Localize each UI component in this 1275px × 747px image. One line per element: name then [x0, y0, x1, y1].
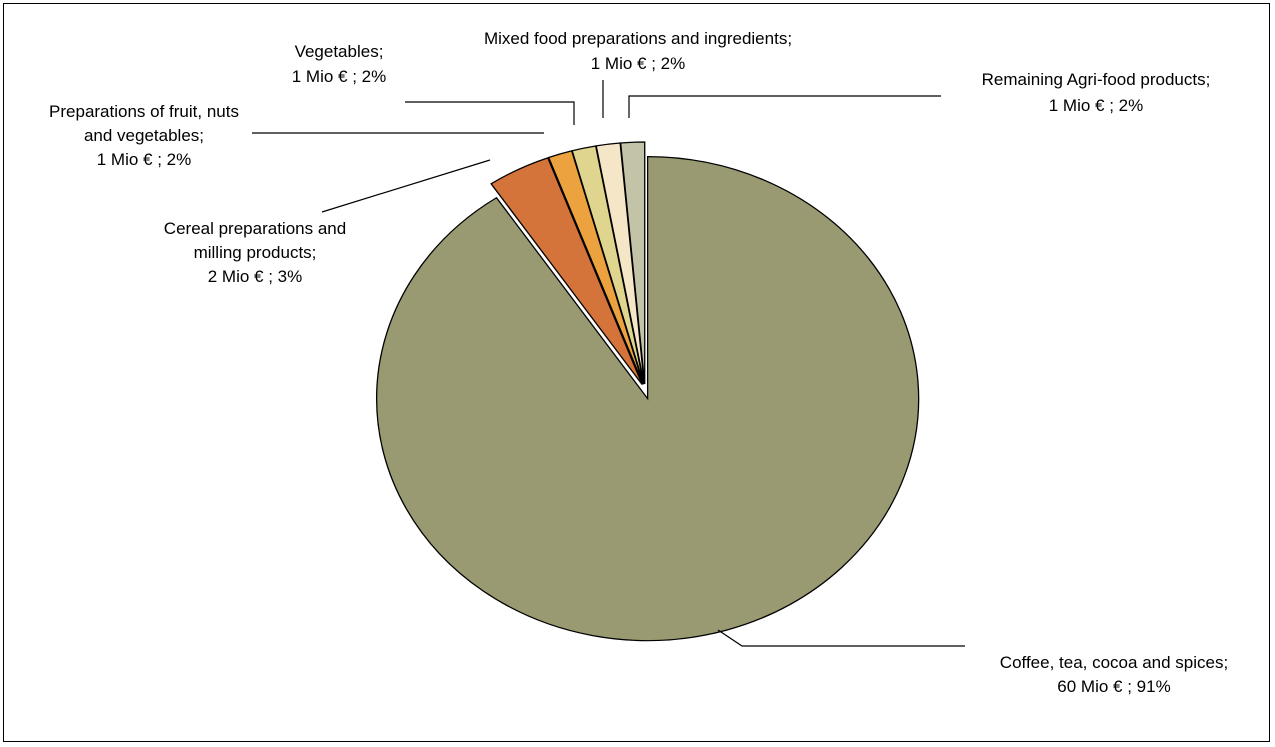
- slice-label-line: 2 Mio € ; 3%: [208, 267, 303, 286]
- pie-labels: Coffee, tea, cocoa and spices; 60 Mio € ;…: [49, 29, 1228, 696]
- pie-slice-1: [376, 155, 920, 642]
- slice-label-line: Remaining Agri-food products;: [982, 70, 1211, 89]
- leader-line-1: [717, 629, 965, 647]
- slice-label-line: Coffee, tea, cocoa and spices;: [1000, 653, 1228, 672]
- slice-label-line: Mixed food preparations and ingredients;: [484, 29, 792, 48]
- pie-slices: [376, 141, 920, 642]
- slice-label-6: Remaining Agri-food products; 1 Mio € ; 2…: [982, 70, 1211, 115]
- slice-label-line: 1 Mio € ; 2%: [292, 67, 387, 86]
- slice-label-line: 1 Mio € ; 2%: [591, 54, 686, 73]
- slice-label-3: Preparations of fruit, nuts and vegetable…: [49, 102, 239, 169]
- leader-line-2: [321, 159, 491, 213]
- slice-label-line: Cereal preparations and: [164, 219, 346, 238]
- slice-label-line: Vegetables;: [295, 42, 384, 61]
- slice-label-line: Preparations of fruit, nuts: [49, 102, 239, 121]
- pie-slice-2: [490, 157, 643, 386]
- slice-label-1: Coffee, tea, cocoa and spices; 60 Mio € ;…: [1000, 653, 1228, 696]
- slice-label-line: 1 Mio € ; 2%: [97, 150, 192, 169]
- slice-label-line: and vegetables;: [84, 126, 204, 145]
- leader-line-6: [628, 95, 941, 118]
- leader-line-4: [405, 101, 575, 125]
- slice-label-line: 1 Mio € ; 2%: [1049, 96, 1144, 115]
- slice-label-2: Cereal preparations and milling products;…: [164, 219, 346, 286]
- slice-label-line: 60 Mio € ; 91%: [1057, 677, 1170, 696]
- slice-label-line: milling products;: [194, 243, 317, 262]
- slice-label-5: Mixed food preparations and ingredients;…: [484, 29, 792, 73]
- slice-label-4: Vegetables; 1 Mio € ; 2%: [292, 42, 387, 86]
- pie-slice-6: [619, 141, 646, 385]
